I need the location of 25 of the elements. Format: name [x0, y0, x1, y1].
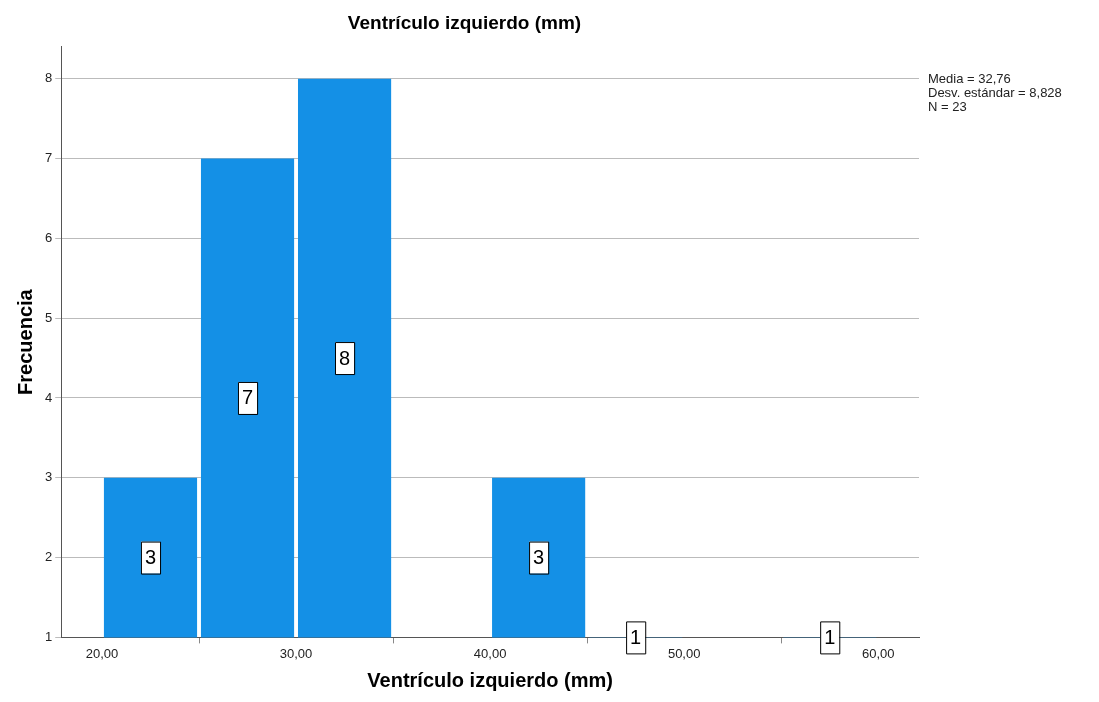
x-tick-label: 40,00 [473, 645, 507, 661]
chart-title: Ventrículo izquierdo (mm) [347, 11, 582, 33]
data-label: 7 [241, 386, 254, 409]
y-tick-label: 8 [45, 70, 53, 86]
text: N = 23 [928, 99, 968, 114]
text: Desv. estándar = 8,828 [928, 85, 1062, 100]
x-axis-title: Ventrículo izquierdo (mm) [367, 668, 613, 691]
text: Media = 32,76 [928, 71, 1012, 86]
data-label: 8 [339, 346, 351, 369]
y-tick-label: 3 [45, 469, 53, 485]
data-label: 3 [144, 546, 157, 569]
data-label: 3 [533, 546, 545, 569]
data-label: 1 [824, 625, 836, 648]
x-tick-label: 60,00 [861, 645, 895, 661]
x-tick-label: 50,00 [667, 645, 701, 661]
y-tick-label: 2 [45, 549, 53, 565]
y-axis-title: Frecuencia [13, 288, 36, 395]
y-tick-label: 6 [45, 229, 53, 245]
y-tick-label: 7 [45, 150, 53, 166]
x-tick-label: 20,00 [85, 645, 119, 661]
data-label: 1 [630, 625, 642, 648]
y-tick-label: 4 [45, 389, 53, 405]
y-tick-label: 1 [45, 628, 53, 644]
x-tick-label: 30,00 [279, 645, 313, 661]
y-tick-label: 5 [45, 309, 53, 325]
